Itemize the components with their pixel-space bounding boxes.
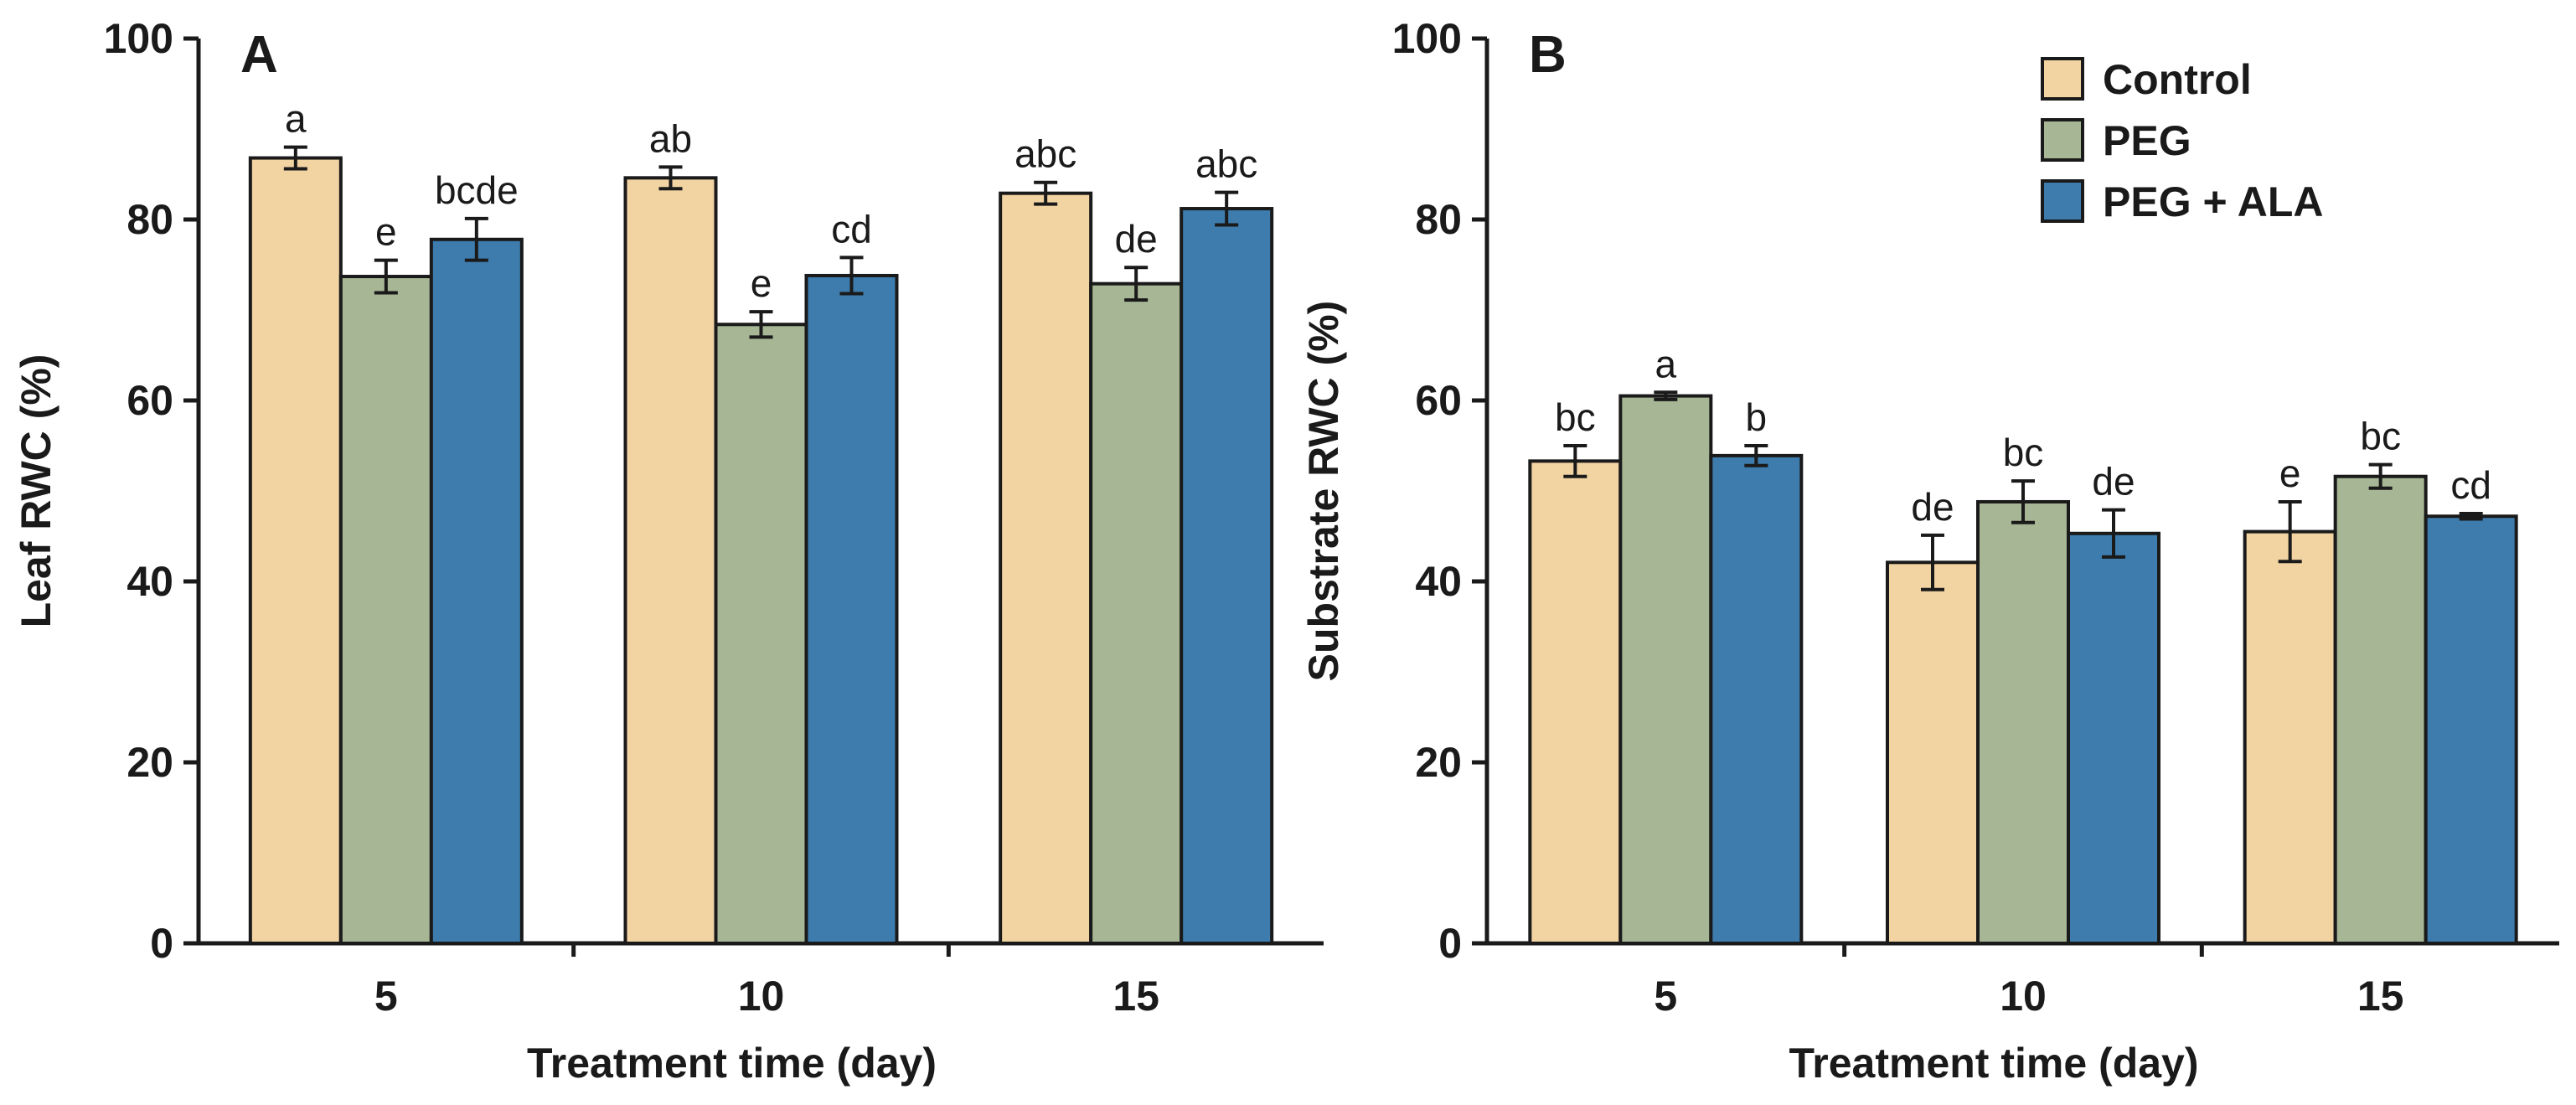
bar-peg-day-10 xyxy=(1978,502,2068,943)
y-tick-label: 100 xyxy=(1392,15,1462,62)
significance-label: bc xyxy=(1555,395,1596,439)
significance-label: e xyxy=(375,210,397,254)
y-tick-label: 60 xyxy=(1415,377,1462,424)
x-tick-label: 15 xyxy=(1112,973,1159,1020)
y-tick-label: 80 xyxy=(126,196,173,243)
y-tick-label: 100 xyxy=(104,15,173,62)
significance-label: bc xyxy=(2003,431,2044,474)
x-tick-label: 5 xyxy=(1654,973,1677,1020)
legend-swatch xyxy=(2042,181,2083,221)
significance-label: bcde xyxy=(435,168,519,212)
legend-swatch xyxy=(2042,59,2083,99)
significance-label: de xyxy=(1911,485,1954,529)
y-tick-label: 0 xyxy=(150,920,173,967)
bar-control-day-15 xyxy=(1000,194,1091,943)
significance-label: abc xyxy=(1014,132,1076,176)
legend-swatch xyxy=(2042,120,2083,160)
bar-peg-day-15 xyxy=(1091,284,1181,943)
figure: 020406080100aebcde5abecd10abcdeabc15Trea… xyxy=(0,0,2576,1105)
x-tick-label: 5 xyxy=(374,973,398,1020)
y-tick-label: 40 xyxy=(126,558,173,605)
bar-control-day-10 xyxy=(626,178,716,943)
bar-peg-day-5 xyxy=(1620,396,1711,943)
significance-label: a xyxy=(285,97,307,141)
bar-peg-ala-day-5 xyxy=(1711,456,1801,943)
panel-letter: A xyxy=(240,26,278,84)
significance-label: de xyxy=(1115,217,1158,261)
y-tick-label: 80 xyxy=(1415,196,1462,243)
x-axis-title: Treatment time (day) xyxy=(1789,1040,2198,1087)
y-axis-title: Leaf RWC (%) xyxy=(13,354,59,628)
y-axis-title: Substrate RWC (%) xyxy=(1300,301,1347,682)
panel-a-leaf-rwc-chart: 020406080100aebcde5abecd10abcdeabc15Trea… xyxy=(13,15,1324,1087)
legend-label: PEG xyxy=(2103,117,2191,164)
y-tick-label: 20 xyxy=(1415,739,1462,786)
significance-label: abc xyxy=(1195,142,1257,186)
bar-control-day-10 xyxy=(1887,562,1978,943)
bar-peg-day-15 xyxy=(2336,477,2426,943)
y-tick-label: 20 xyxy=(126,739,173,786)
legend-label: Control xyxy=(2103,56,2252,103)
x-tick-label: 10 xyxy=(2000,973,2047,1020)
bar-control-day-15 xyxy=(2245,532,2336,943)
significance-label: de xyxy=(2092,460,2135,503)
significance-label: e xyxy=(751,261,772,305)
bar-peg-day-10 xyxy=(716,324,807,943)
significance-label: a xyxy=(1655,342,1677,385)
bar-peg-day-5 xyxy=(341,276,431,943)
legend-label: PEG + ALA xyxy=(2103,178,2323,225)
panel-letter: B xyxy=(1529,26,1567,84)
x-tick-label: 15 xyxy=(2357,973,2404,1020)
significance-label: e xyxy=(2279,452,2301,495)
bar-peg-ala-day-10 xyxy=(807,276,897,943)
bar-peg-ala-day-15 xyxy=(1181,209,1272,943)
significance-label: cd xyxy=(2450,463,2491,507)
significance-label: cd xyxy=(831,207,872,250)
bar-peg-ala-day-15 xyxy=(2426,516,2517,943)
bar-control-day-5 xyxy=(1530,461,1620,943)
significance-label: b xyxy=(1746,395,1768,439)
bar-peg-ala-day-10 xyxy=(2068,534,2159,943)
significance-label: bc xyxy=(2360,415,2401,458)
x-axis-title: Treatment time (day) xyxy=(527,1040,937,1087)
panel-b-substrate-rwc-chart: 0 20 40 60 80 100 bc a b 5 de bc de 10 e bc cd 15 Treatmen… xyxy=(1300,15,2559,1087)
bar-control-day-5 xyxy=(250,158,341,943)
y-tick-label: 40 xyxy=(1415,558,1462,605)
bar-peg-ala-day-5 xyxy=(431,240,522,943)
y-tick-label: 60 xyxy=(126,377,173,424)
significance-label: ab xyxy=(649,116,692,160)
x-tick-label: 10 xyxy=(738,973,785,1020)
y-tick-label: 0 xyxy=(1438,920,1462,967)
